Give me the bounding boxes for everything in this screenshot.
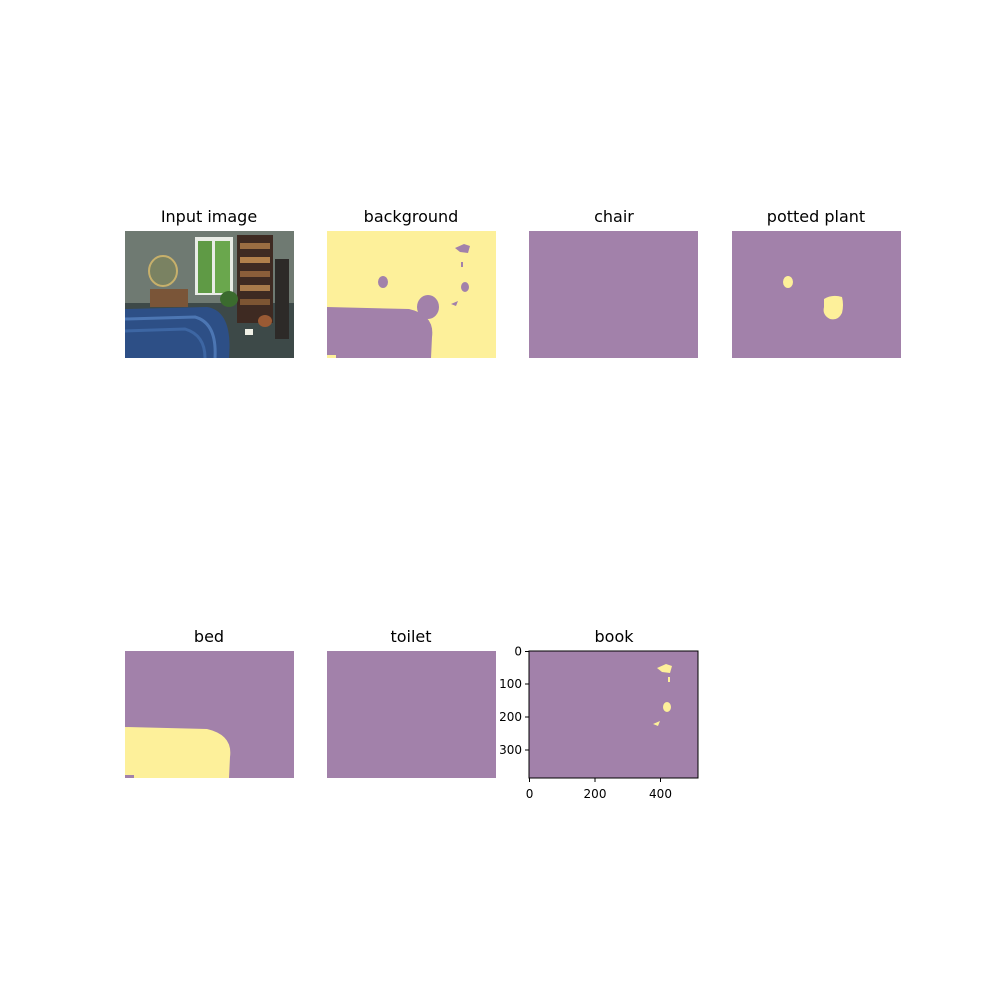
panel-title: background	[363, 207, 459, 226]
y-tick-label: 100	[499, 677, 522, 691]
panel-title: potted plant	[766, 207, 866, 226]
mask-background	[327, 231, 496, 358]
x-tick-label: 0	[526, 787, 534, 801]
panel-title: bed	[193, 627, 225, 646]
y-tick-label: 300	[499, 743, 522, 757]
mask-bed	[125, 651, 294, 778]
mask-toilet	[327, 651, 496, 778]
panel-title: book	[594, 627, 634, 646]
x-tick-label: 200	[584, 787, 607, 801]
mask-chair	[529, 231, 698, 358]
panel-title: chair	[594, 207, 634, 226]
x-tick-label: 400	[649, 787, 672, 801]
mask-potted-plant	[732, 231, 901, 358]
panel-title: toilet	[390, 627, 432, 646]
panel-title: Input image	[160, 207, 258, 226]
mask-book: 0 200 400 0 100 200 300	[499, 645, 699, 801]
y-tick-label: 200	[499, 710, 522, 724]
y-tick-label: 0	[514, 645, 522, 659]
input-image	[125, 231, 294, 358]
